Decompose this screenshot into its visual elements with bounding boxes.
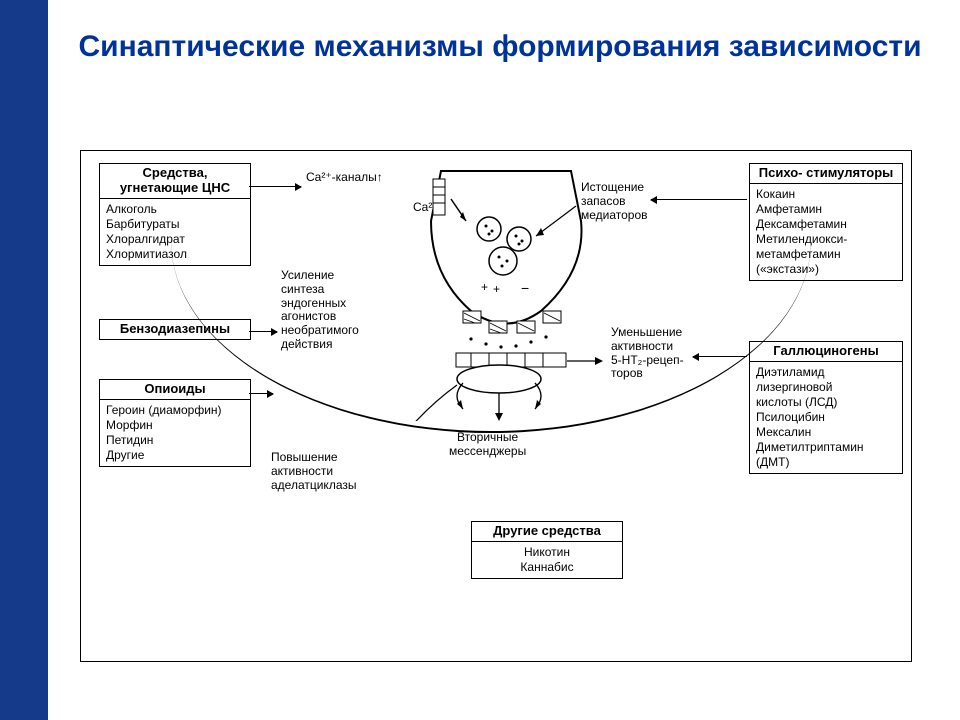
box-other-body: Никотин Каннабис (472, 542, 622, 578)
svg-text:+: + (493, 282, 500, 296)
box-opio-body: Героин (диаморфин) Морфин Петидин Другие (100, 400, 250, 466)
list-item: Мексалин (756, 425, 896, 440)
synapse-icon: + + − (371, 161, 641, 421)
list-item: Диметилтриптамин (ДМТ) (756, 440, 896, 470)
list-item: Морфин (106, 418, 244, 433)
list-item: Дексамфетамин (756, 217, 896, 232)
box-opio-header: Опиоиды (100, 380, 250, 400)
arrow-stim (651, 199, 747, 200)
label-adenyl: Повышение активности аделатциклазы (271, 451, 357, 492)
list-item: Алкоголь (106, 202, 244, 217)
box-hall-body: Диэтиламид лизергиновой кислоты (ЛСД) Пс… (750, 362, 902, 473)
svg-text:−: − (521, 280, 529, 296)
box-other-header: Другие средства (472, 522, 622, 542)
arrow-opio (249, 393, 273, 394)
diagram-figure: Средства, угнетающие ЦНС Алкоголь Барбит… (80, 150, 912, 662)
list-item: Кокаин (756, 187, 896, 202)
box-opio: Опиоиды Героин (диаморфин) Морфин Петиди… (99, 379, 251, 467)
arrow-cns (249, 186, 301, 187)
list-item: Героин (диаморфин) (106, 403, 244, 418)
list-item: Петидин (106, 433, 244, 448)
svg-text:+: + (481, 280, 488, 294)
list-item: Псилоцибин (756, 410, 896, 425)
list-item: Каннабис (478, 560, 616, 575)
label-second: Вторичные мессенджеры (449, 431, 526, 459)
box-hall: Галлюциногены Диэтиламид лизергиновой ки… (749, 341, 903, 474)
list-item: Другие (106, 448, 244, 463)
slide: Синаптические механизмы формирования зав… (0, 0, 960, 720)
list-item: Никотин (478, 545, 616, 560)
box-stim-header: Психо- стимуляторы (750, 164, 902, 184)
list-item: Барбитураты (106, 217, 244, 232)
list-item: Диэтиламид лизергиновой кислоты (ЛСД) (756, 365, 896, 410)
sidebar-accent (0, 0, 48, 720)
list-item: Амфетамин (756, 202, 896, 217)
page-title: Синаптические механизмы формирования зав… (60, 30, 940, 65)
box-cns-header: Средства, угнетающие ЦНС (100, 164, 250, 199)
box-other: Другие средства Никотин Каннабис (471, 521, 623, 579)
box-hall-header: Галлюциногены (750, 342, 902, 362)
